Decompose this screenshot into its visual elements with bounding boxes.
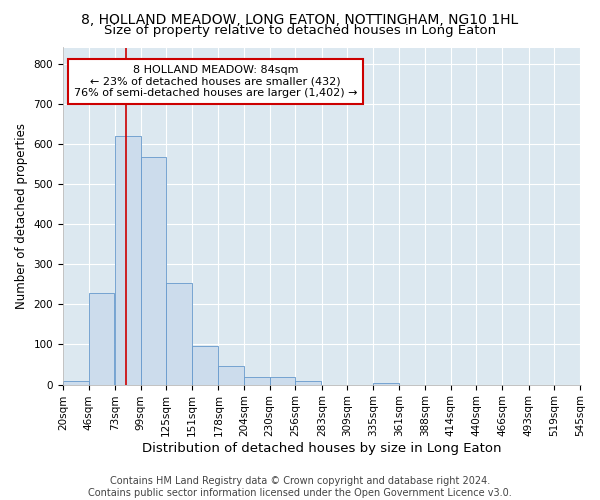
Bar [295, 382, 321, 384]
Bar [192, 346, 218, 385]
Text: Contains HM Land Registry data © Crown copyright and database right 2024.
Contai: Contains HM Land Registry data © Crown c… [88, 476, 512, 498]
Bar [63, 382, 89, 384]
Bar [89, 293, 114, 384]
Bar [373, 382, 399, 384]
Bar [270, 376, 295, 384]
Bar [166, 284, 192, 384]
Bar [244, 376, 270, 384]
Bar [218, 366, 244, 384]
Text: Size of property relative to detached houses in Long Eaton: Size of property relative to detached ho… [104, 24, 496, 37]
Text: 8, HOLLAND MEADOW, LONG EATON, NOTTINGHAM, NG10 1HL: 8, HOLLAND MEADOW, LONG EATON, NOTTINGHA… [82, 12, 518, 26]
Bar [140, 156, 166, 384]
Y-axis label: Number of detached properties: Number of detached properties [15, 123, 28, 309]
Bar [115, 136, 140, 384]
Text: 8 HOLLAND MEADOW: 84sqm
← 23% of detached houses are smaller (432)
76% of semi-d: 8 HOLLAND MEADOW: 84sqm ← 23% of detache… [74, 65, 357, 98]
X-axis label: Distribution of detached houses by size in Long Eaton: Distribution of detached houses by size … [142, 442, 502, 455]
